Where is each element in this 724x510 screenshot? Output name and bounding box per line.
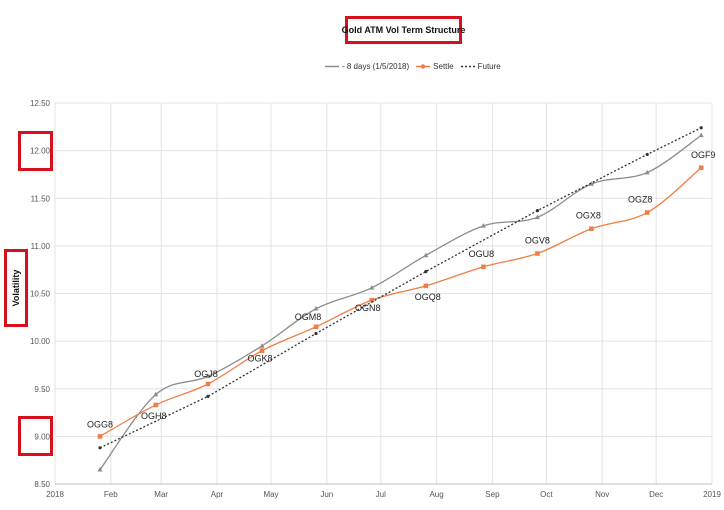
data-label: OGU8 — [469, 249, 495, 259]
data-point-8-days — [313, 305, 319, 311]
series-line-1 — [99, 167, 702, 437]
x-tick-label: Jun — [320, 490, 333, 499]
data-label: OGH8 — [141, 411, 167, 421]
data-label: OGJ8 — [194, 369, 218, 379]
y-tick-label: 10.50 — [30, 290, 51, 299]
axes: 8.50 9.00 9.50 10.00 10.50 11.00 11.50 12.00 12.… — [30, 99, 721, 499]
x-tick-label: Mar — [154, 490, 168, 499]
x-tick-label: Apr — [211, 490, 224, 499]
data-point-8-days — [588, 181, 594, 186]
data-point-8-days — [644, 169, 650, 175]
data-point-8-days — [97, 466, 103, 472]
data-point-settle — [589, 226, 594, 232]
x-tick-label: Nov — [595, 490, 609, 499]
data-point-8-days — [698, 132, 704, 138]
x-tick-label: Oct — [540, 490, 553, 499]
legend-label-future: Future — [477, 61, 501, 71]
data-point-settle — [423, 283, 429, 289]
data-point-future — [206, 394, 210, 398]
x-tick-label: Sep — [485, 490, 500, 499]
highlight-box-12 — [18, 131, 53, 171]
data-point-settle — [644, 210, 650, 215]
legend-label-8-days: - 8 days (1/5/2018) — [342, 61, 410, 71]
series — [97, 126, 704, 472]
y-axis-label: Volatility — [11, 269, 21, 307]
data-point-future — [424, 269, 428, 274]
x-tick-label: Jul — [376, 490, 386, 499]
data-point-settle — [97, 434, 103, 439]
x-tick-label: May — [263, 490, 278, 499]
series-line-2 — [99, 127, 702, 449]
data-label: OGN8 — [355, 303, 381, 313]
y-tick-label: 12.00 — [30, 147, 51, 156]
x-tick-label: Dec — [649, 490, 663, 499]
legend-swatch-future — [460, 65, 475, 67]
y-tick-label: 12.50 — [30, 99, 51, 108]
data-point-settle — [535, 251, 540, 256]
data-point-future — [314, 331, 318, 336]
legend: - 8 days (1/5/2018) Settle Future — [325, 59, 508, 73]
y-axis-label-box: Volatility — [4, 249, 28, 327]
data-labels: OGG8 OGH8 OGJ8 OGK8 OGM8 OGN8 OGQ8 OGU8 OGV8 OGX8… — [87, 150, 715, 430]
data-point-8-days — [369, 284, 375, 290]
series-line-0 — [99, 134, 702, 471]
chart-title: Gold ATM Vol Term Structure — [341, 25, 466, 35]
data-point-settle — [205, 381, 211, 387]
data-point-settle — [698, 165, 704, 171]
data-label: OGX8 — [576, 211, 601, 221]
data-point-8-days — [534, 214, 540, 220]
data-point-8-days — [205, 373, 211, 379]
data-label: OGF9 — [691, 150, 716, 160]
legend-label-settle: Settle — [433, 61, 454, 71]
x-tick-label: 2019 — [703, 490, 721, 499]
legend-item-settle[interactable]: Settle — [416, 61, 454, 71]
data-point-8-days — [259, 343, 265, 348]
legend-swatch-settle — [416, 63, 431, 69]
x-tick-label: Feb — [104, 490, 118, 499]
x-tick-label: 2018 — [46, 490, 64, 499]
chart-title-box: Gold ATM Vol Term Structure — [342, 16, 465, 44]
y-tick-label: 9.50 — [34, 385, 50, 394]
grid — [54, 102, 713, 485]
data-point-settle — [313, 324, 319, 330]
legend-item-8-days[interactable]: - 8 days (1/5/2018) — [325, 62, 409, 71]
legend-swatch-8-days — [325, 65, 339, 67]
data-point-settle — [481, 264, 486, 270]
data-label: OGZ8 — [628, 195, 653, 205]
x-tick-label: Aug — [429, 490, 443, 499]
data-label: OGM8 — [295, 312, 322, 322]
legend-item-future[interactable]: Future — [460, 61, 501, 71]
y-tick-label: 11.00 — [31, 242, 51, 251]
data-point-8-days — [423, 252, 429, 258]
y-tick-label: 10.00 — [30, 337, 51, 346]
data-point-settle — [259, 348, 265, 353]
data-point-settle — [153, 402, 159, 408]
data-point-future — [535, 209, 540, 213]
data-label: OGV8 — [525, 235, 550, 245]
data-point-future — [699, 126, 703, 130]
data-point-8-days — [480, 223, 486, 228]
y-tick-label: 11.50 — [31, 194, 51, 203]
data-label: OGQ8 — [415, 292, 441, 302]
data-point-settle — [369, 297, 375, 303]
data-point-8-days — [153, 391, 159, 397]
highlight-box-9 — [18, 416, 53, 456]
data-label: OGK8 — [247, 354, 272, 364]
data-point-future — [98, 446, 102, 450]
y-tick-label: 8.50 — [34, 480, 50, 489]
y-tick-label: 9.00 — [34, 432, 50, 441]
data-point-future — [645, 152, 649, 157]
data-label: OGG8 — [87, 419, 113, 429]
